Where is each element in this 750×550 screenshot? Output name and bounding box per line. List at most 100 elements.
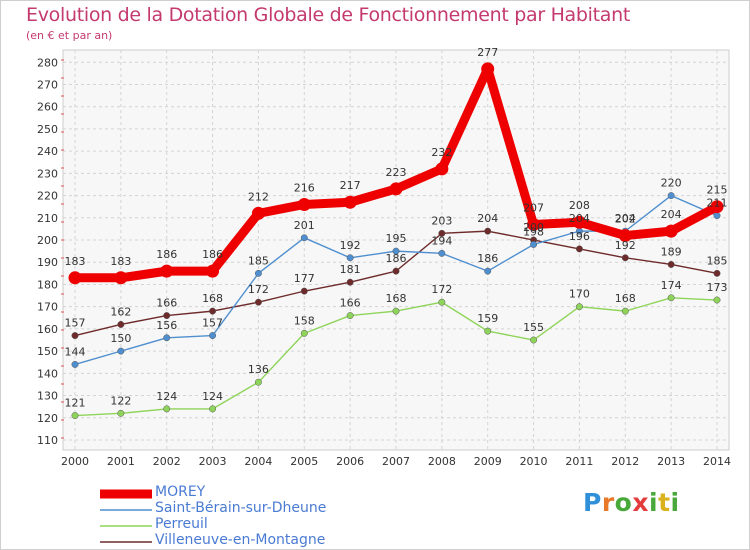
data-label-perreuil: 172 [431,283,452,296]
x-tick-label: 2004 [244,455,272,468]
data-point-morey [68,271,82,285]
data-label-morey: 204 [661,208,682,221]
data-point-morey [572,215,586,229]
data-label-perreuil: 158 [294,314,315,327]
y-tick-label: 120 [37,412,58,425]
data-point-perreuil [163,405,171,413]
data-point-perreuil [209,405,217,413]
data-point-morey [710,200,724,214]
data-point-villeneuve-en-montagne [117,321,125,328]
y-tick-label: 240 [37,145,58,158]
data-label-villeneuve-en-montagne: 172 [248,283,269,296]
x-tick-label: 2003 [199,455,227,468]
data-label-saint-b-rain-sur-dheune: 157 [202,317,223,330]
y-tick-label: 150 [37,345,58,358]
y-tick-label: 110 [37,434,58,447]
data-point-perreuil [346,312,354,320]
data-label-villeneuve-en-montagne: 204 [477,212,498,225]
data-label-morey: 212 [248,190,269,203]
data-point-saint-b-rain-sur-dheune [254,269,262,277]
data-label-perreuil: 155 [523,321,544,334]
x-tick-label: 2013 [657,455,685,468]
data-point-saint-b-rain-sur-dheune [392,247,400,255]
data-point-villeneuve-en-montagne [300,287,308,295]
data-point-villeneuve-en-montagne [209,307,217,315]
x-tick-label: 2005 [290,455,318,468]
data-point-saint-b-rain-sur-dheune [667,192,675,200]
data-point-saint-b-rain-sur-dheune [484,267,492,275]
data-point-villeneuve-en-montagne [71,332,79,340]
y-tick-label: 180 [37,278,58,291]
data-label-villeneuve-en-montagne: 200 [523,221,544,234]
y-tick-label: 280 [37,56,58,69]
legend-label-perreuil: Perreuil [155,516,208,532]
data-point-villeneuve-en-montagne [713,269,721,277]
legend-swatch-morey [100,489,152,499]
data-point-morey [618,229,632,243]
data-point-villeneuve-en-montagne [667,261,675,268]
data-label-saint-b-rain-sur-dheune: 194 [431,234,452,247]
proxiti-logo: Proxiti [583,488,680,517]
data-label-morey: 208 [569,199,590,212]
y-tick-label: 230 [37,167,58,180]
data-point-morey [664,224,678,238]
data-point-saint-b-rain-sur-dheune [530,241,538,248]
data-point-morey [481,62,495,76]
x-tick-label: 2008 [428,455,456,468]
data-label-morey: 215 [707,184,728,197]
logo-letter: t [658,488,671,517]
data-label-villeneuve-en-montagne: 203 [431,214,452,227]
legend-swatch-villeneuve [100,541,152,543]
data-point-perreuil [667,294,675,302]
data-label-perreuil: 166 [340,297,361,310]
x-tick-label: 2007 [382,455,410,468]
data-point-perreuil [300,329,308,337]
data-label-morey: 183 [65,255,86,268]
y-tick-label: 260 [37,101,58,114]
data-point-morey [389,182,403,196]
data-label-villeneuve-en-montagne: 185 [707,254,728,267]
legend-swatch-saint-berain [100,509,152,511]
data-label-saint-b-rain-sur-dheune: 144 [65,345,86,358]
data-point-perreuil [575,303,583,311]
data-label-saint-b-rain-sur-dheune: 156 [156,319,177,332]
data-point-morey [114,271,128,285]
legend-label-villeneuve: Villeneuve-en-Montagne [155,532,326,548]
data-label-perreuil: 173 [707,281,728,294]
data-point-saint-b-rain-sur-dheune [163,334,171,342]
data-label-saint-b-rain-sur-dheune: 185 [248,254,269,267]
x-tick-label: 2012 [611,455,639,468]
data-label-morey: 277 [477,46,498,59]
data-label-morey: 223 [386,166,407,179]
x-tick-label: 2009 [474,455,502,468]
data-label-villeneuve-en-montagne: 189 [661,245,682,258]
y-tick-label: 170 [37,301,58,314]
data-label-saint-b-rain-sur-dheune: 192 [340,239,361,252]
data-point-saint-b-rain-sur-dheune [71,361,79,368]
data-point-saint-b-rain-sur-dheune [346,254,354,262]
y-tick-label: 130 [37,390,58,403]
chart-subtitle: (en € et par an) [26,29,113,42]
logo-letter: P [583,488,602,517]
data-label-perreuil: 136 [248,363,269,376]
data-label-perreuil: 159 [477,312,498,325]
data-label-saint-b-rain-sur-dheune: 204 [569,212,590,225]
data-point-villeneuve-en-montagne [438,229,446,237]
data-label-perreuil: 168 [615,292,636,305]
y-tick-label: 220 [37,190,58,203]
logo-letter: r [601,488,615,517]
data-point-villeneuve-en-montagne [163,312,171,320]
data-label-morey: 183 [110,255,131,268]
data-label-morey: 186 [156,248,177,261]
data-label-saint-b-rain-sur-dheune: 204 [615,212,636,225]
data-label-morey: 232 [431,146,452,159]
data-point-perreuil [713,296,721,304]
data-label-perreuil: 122 [110,394,131,407]
data-label-villeneuve-en-montagne: 157 [65,317,86,330]
data-label-saint-b-rain-sur-dheune: 201 [294,219,315,232]
logo-letter: i [670,488,680,517]
y-tick-label: 160 [37,323,58,336]
data-point-morey [343,195,357,209]
data-label-saint-b-rain-sur-dheune: 211 [707,197,728,210]
